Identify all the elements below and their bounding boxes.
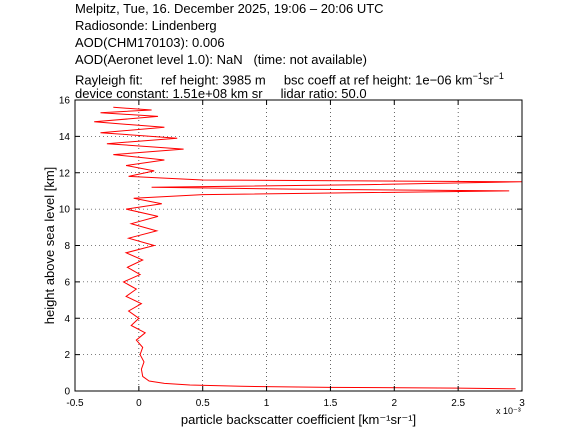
- y-tick-label: 4: [64, 314, 70, 325]
- y-tick-label: 6: [64, 277, 70, 288]
- series-line-0: [94, 106, 523, 390]
- grid-lines: [75, 100, 522, 391]
- y-tick-label: 16: [59, 96, 71, 107]
- x-tick-label: 2: [392, 398, 398, 409]
- y-axis-label: height above sea level [km]: [42, 167, 57, 325]
- x-axis-label: particle backscatter coefficient [km⁻¹sr…: [181, 412, 416, 427]
- header-line-rayleigh-fit: Rayleigh fit: ref height: 3985 m bsc coe…: [75, 71, 504, 88]
- y-tick-label: 14: [59, 132, 71, 143]
- header-line-aod-aeronet: AOD(Aeronet level 1.0): NaN (time: not a…: [75, 52, 367, 67]
- y-tick-label: 2: [64, 350, 70, 361]
- y-tick-label: 10: [59, 205, 71, 216]
- header-line-site-time: Melpitz, Tue, 16. December 2025, 19:06 –…: [75, 1, 384, 16]
- x-tick-label: 2.5: [451, 398, 465, 409]
- x-tick-label: 0: [136, 398, 142, 409]
- x-axis-exponent: x 10⁻³: [496, 406, 521, 416]
- header-line-radiosonde: Radiosonde: Lindenberg: [75, 18, 217, 33]
- header-line-aod-chm: AOD(CHM170103): 0.006: [75, 35, 225, 50]
- y-tick-label: 0: [64, 387, 70, 398]
- plot-area: [94, 106, 523, 390]
- x-tick-label: -0.5: [66, 398, 84, 409]
- x-tick-label: 3: [519, 398, 525, 409]
- header-line-device-constant: device constant: 1.51e+08 km sr lidar ra…: [75, 86, 367, 101]
- y-tick-label: 12: [59, 168, 71, 179]
- y-tick-label: 8: [64, 241, 70, 252]
- x-tick-label: 1.5: [323, 398, 337, 409]
- x-tick-label: 1: [264, 398, 270, 409]
- x-tick-label: 0.5: [196, 398, 210, 409]
